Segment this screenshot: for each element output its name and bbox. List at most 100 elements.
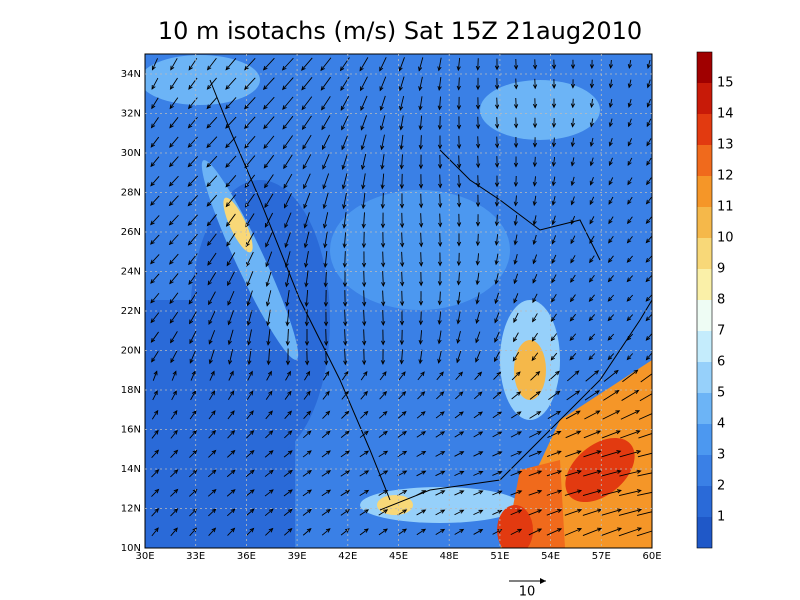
arrowhead [268,430,274,435]
wind-vector [398,371,406,381]
wind-vector [552,157,556,166]
field-area [565,437,635,503]
wind-vector [246,271,254,286]
arrowhead [150,279,155,284]
wind-vector [189,349,197,364]
wind-vector [286,309,290,326]
wind-vector [400,134,404,150]
arrowhead [635,410,641,415]
arrowhead [645,355,651,361]
arrowhead [287,527,293,533]
wind-vector [590,118,594,127]
wind-vector [532,274,538,283]
wind-vector [263,96,275,110]
arrowhead [244,85,249,90]
wind-vector [379,371,387,381]
wind-vector [169,136,179,148]
arrowhead [645,238,651,244]
wind-vector [600,509,622,516]
arrowhead [285,321,290,327]
wind-vector [494,312,500,323]
arrowhead [265,242,270,248]
wind-vector [626,333,634,341]
lon-label: 42E [338,551,357,562]
wind-vector [247,290,253,306]
arrowhead [532,317,537,323]
arrowhead [532,298,537,304]
arrowhead [344,430,350,436]
wind-vector [513,293,519,303]
arrowhead [192,429,197,435]
wind-vector [401,251,403,267]
arrowhead [588,277,594,283]
wind-vector [510,528,522,536]
arrowhead [537,470,543,475]
wind-vector [495,253,499,265]
arrowhead [551,278,556,284]
field-area [223,197,253,253]
wind-vector [382,193,384,208]
arrowhead [437,125,443,131]
arrowhead [381,321,386,326]
arrowhead [608,180,613,186]
arrowhead [343,321,348,327]
arrowhead [532,259,537,265]
wind-vector [454,490,464,496]
arrowhead [206,85,212,90]
arrowhead [364,450,370,455]
wind-vector [609,118,613,127]
wind-vector [340,470,350,477]
wind-vector [436,391,444,400]
wind-vector [170,527,178,537]
arrowhead [287,430,293,435]
arrowhead [439,391,445,396]
arrowhead [588,336,594,341]
wind-vector [359,509,369,516]
arrowhead [187,201,193,207]
wind-vector [646,177,652,185]
arrowhead [324,360,329,366]
lat-label: 34N [121,69,141,80]
arrowhead [456,105,462,111]
arrowhead [608,238,613,244]
wind-vector [603,370,619,382]
arrowhead [550,336,556,342]
wind-vector [496,117,498,128]
arrowhead [244,65,249,71]
wind-vector [322,173,330,189]
arrowhead [439,411,445,416]
arrowhead [325,390,330,396]
arrowhead [173,508,179,513]
wind-vector [514,234,518,245]
arrowhead [537,489,543,494]
arrowhead [646,63,651,69]
wind-vector [582,509,602,516]
wind-vector [589,274,595,283]
arrowhead [344,370,349,376]
arrowhead [645,199,651,205]
wind-vector [551,313,557,322]
arrowhead [364,470,370,475]
wind-vector [532,254,538,264]
colorbar-swatch [697,424,712,455]
wind-vector [169,234,179,245]
arrowhead [210,390,216,396]
wind-vector [227,271,235,286]
arrowhead [360,164,366,170]
wind-vector [609,157,613,166]
wind-vector [283,135,293,149]
wind-vector [382,271,384,286]
arrowhead [248,370,253,376]
colorbar-label: 12 [717,169,734,184]
arrowhead [516,371,521,376]
arrowhead [437,281,443,287]
arrowhead [589,258,594,264]
wind-vector [476,311,480,324]
wind-vector [282,77,294,90]
wind-vector [321,528,331,536]
wind-vector [511,411,521,419]
wind-vector [341,134,349,150]
wind-vector [583,470,601,477]
wind-vector [267,329,271,345]
arrowhead [227,340,232,346]
